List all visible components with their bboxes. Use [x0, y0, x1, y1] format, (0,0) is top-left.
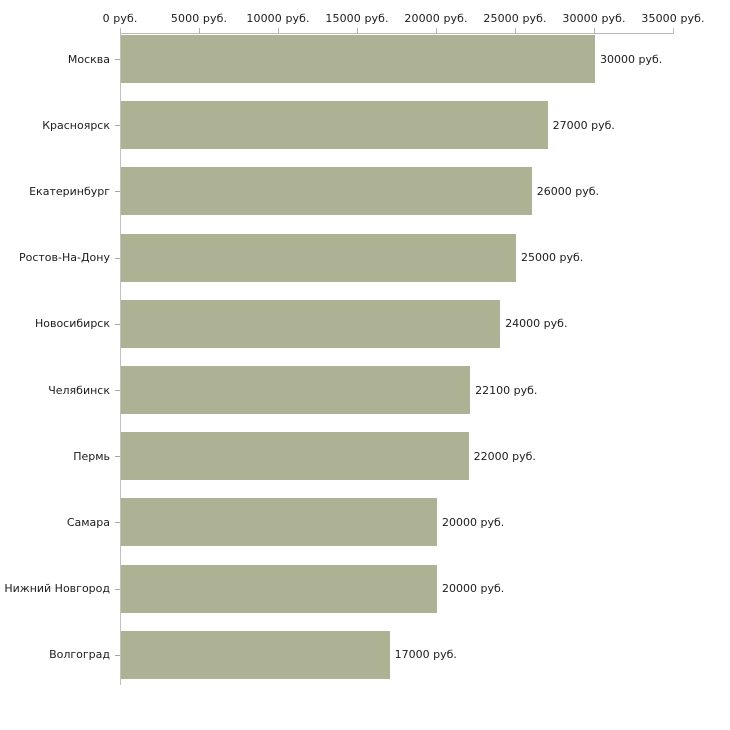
bar-category-label: Пермь	[73, 449, 110, 463]
bar-category-label: Самара	[66, 515, 110, 529]
y-axis-tick-mark	[115, 456, 120, 457]
y-axis-tick-mark	[115, 324, 120, 325]
bar-value-label: 26000 руб.	[536, 184, 600, 198]
x-axis-tick-label: 5000 руб.	[170, 12, 228, 25]
bar-category-label: Москва	[67, 52, 110, 66]
bar[interactable]	[121, 167, 532, 216]
x-axis-tick-label: 0 руб.	[102, 12, 138, 25]
x-axis-line	[120, 33, 673, 34]
y-axis-line	[120, 33, 121, 685]
y-axis-tick-mark	[115, 258, 120, 259]
x-axis-tick-label: 15000 руб.	[325, 12, 389, 25]
bar-value-label: 25000 руб.	[521, 251, 584, 265]
x-axis-tick-mark	[278, 28, 279, 34]
bar[interactable]	[121, 366, 471, 414]
bar-value-label: 20000 руб.	[442, 515, 505, 529]
bar[interactable]	[121, 35, 595, 83]
bar-category-label: Волгоград	[49, 648, 110, 662]
x-axis-tick-mark	[594, 28, 595, 34]
bar[interactable]	[121, 432, 469, 481]
bar[interactable]	[121, 564, 437, 613]
bar-category-label: Красноярск	[42, 118, 110, 132]
x-axis-tick-mark	[436, 28, 437, 34]
y-axis-tick-mark	[115, 589, 120, 590]
x-axis-tick-label: 30000 руб.	[562, 12, 626, 25]
x-axis-tick-mark	[120, 28, 121, 34]
x-axis-tick-label: 25000 руб.	[483, 12, 547, 25]
x-axis-tick-mark	[515, 28, 516, 34]
x-axis-tick-label: 20000 руб.	[404, 12, 468, 25]
y-axis-tick-mark	[115, 59, 120, 60]
bar-category-label: Ростов-На-Дону	[18, 251, 110, 265]
bar-value-label: 20000 руб.	[442, 582, 505, 596]
y-axis-tick-mark	[115, 125, 120, 126]
bar-category-label: Новосибирск	[34, 317, 110, 331]
y-axis-tick-mark	[115, 655, 120, 656]
bar-value-label: 27000 руб.	[552, 118, 615, 132]
bar-category-label: Нижний Новгород	[4, 582, 110, 596]
bar-value-label: 22000 руб.	[473, 449, 536, 463]
x-axis-tick-label: 35000 руб.	[641, 12, 705, 25]
x-axis-tick-mark	[673, 28, 674, 34]
bar[interactable]	[121, 101, 548, 150]
bar[interactable]	[121, 498, 437, 547]
y-axis-tick-mark	[115, 522, 120, 523]
bar[interactable]	[121, 233, 516, 282]
x-axis-tick-labels: 0 руб. 5000 руб. 10000 руб. 15000 руб. 20000…	[0, 12, 730, 26]
bar-value-label: 30000 руб.	[600, 52, 663, 66]
bar[interactable]	[121, 299, 501, 348]
bar-value-label: 22100 руб.	[475, 383, 538, 397]
x-axis-tick-mark	[199, 28, 200, 34]
x-axis-tick-mark	[357, 28, 358, 34]
bar-value-label: 24000 руб.	[505, 317, 568, 331]
y-axis-tick-mark	[115, 390, 120, 391]
bar[interactable]	[121, 630, 390, 679]
bar-category-label: Челябинск	[48, 383, 110, 397]
y-axis-tick-mark	[115, 191, 120, 192]
x-axis-tick-label: 10000 руб.	[246, 12, 310, 25]
bar-category-label: Екатеринбург	[29, 184, 110, 198]
bar-value-label: 17000 руб.	[394, 648, 457, 662]
